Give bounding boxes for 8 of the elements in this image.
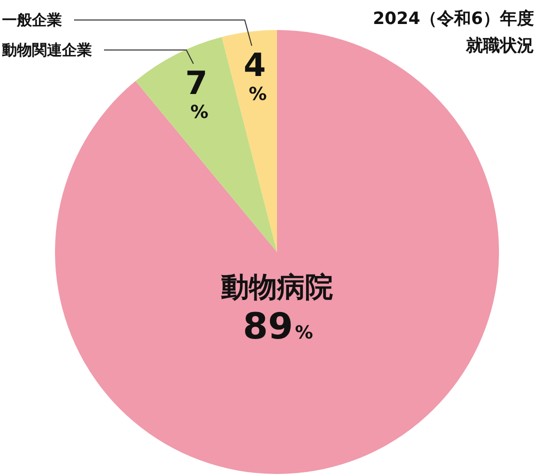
data-label: 4% bbox=[244, 46, 267, 105]
data-label: 89% bbox=[242, 306, 314, 348]
slice-label: 動物関連企業 bbox=[1, 41, 92, 59]
data-label: 7% bbox=[185, 64, 208, 123]
chart-title: 2024（令和6）年度 bbox=[372, 9, 534, 29]
text: 就職状況 bbox=[465, 36, 534, 56]
slice-label: 動物病院 bbox=[220, 270, 333, 304]
slice-label: 一般企業 bbox=[2, 11, 62, 29]
